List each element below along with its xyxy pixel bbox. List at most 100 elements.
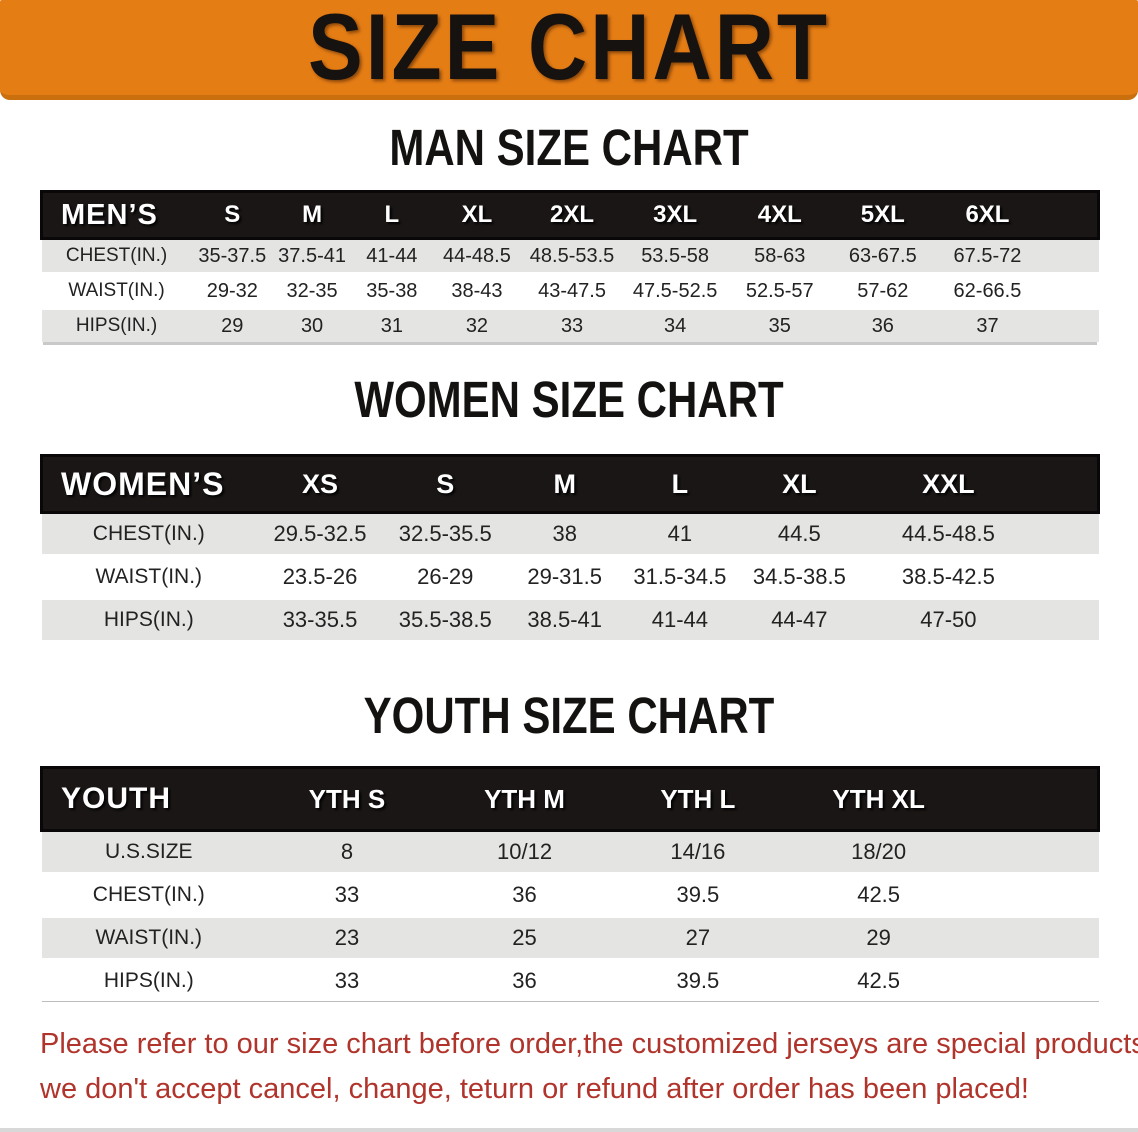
measurement-value: 31 [380,314,403,337]
measurement-value: 63-67.5 [848,244,917,267]
measurement-label: HIPS(IN.) [75,315,158,336]
spacer-cell [973,768,1099,831]
spacer-cell [1041,192,1098,239]
measurement-value: 62-66.5 [953,279,1022,302]
measurement-value: 36 [871,314,894,337]
measurement-value: 10/12 [437,830,612,874]
measurement-row: WAIST(IN.) 23 25 27 29 [41,916,1099,960]
measurement-value: 33-35.5 [282,607,358,632]
measurement-value: 44-47 [771,607,828,632]
measurement-value: 34.5-38.5 [752,564,846,589]
measurement-value: 23.5-26 [282,564,358,589]
size-chart-banner: SIZE CHART [0,0,1138,100]
measurement-value: 36 [437,959,612,1002]
measurement-value: 26-29 [417,564,474,589]
size-column-header: YTH S [308,783,386,814]
spacer-cell [1035,599,1098,641]
women-size-table: WOMEN’S XS S M L XL XXL CHEST(IN.) 29.5-32.5 32.5… [40,454,1100,640]
measurement-value: 23 [256,916,438,960]
size-column-header: YTH L [660,783,736,814]
measurement-value: 43-47.5 [538,279,606,302]
measurement-value: 44.5 [777,521,821,546]
size-column-header: M [302,201,323,228]
measurement-value: 25 [437,916,612,960]
size-header-row: YOUTH YTH S YTH M YTH L YTH XL [41,767,1099,831]
measurement-value: 32 [465,314,489,337]
size-column-header: YTH M [484,783,565,814]
measurement-row: WAIST(IN.) 29-32 32-35 35-38 38-43 43-47.5 47.… [41,273,1099,309]
size-header-row: MEN’S S M L XL 2XL 3XL 4XL 5XL 6XL [41,191,1099,239]
disclaimer-note: Please refer to our size chart before or… [40,1022,1138,1112]
measurement-value: 44.5-48.5 [901,521,995,546]
size-column-header: S [224,201,241,228]
measurement-value: 32-35 [286,279,338,302]
spacer-cell [1035,513,1098,556]
size-column-header: L [384,201,400,228]
measurement-value: 33 [256,873,438,917]
youth-section-heading: YOUTH SIZE CHART [363,686,775,745]
bottom-edge-divider [0,1128,1138,1132]
measurement-label: CHEST(IN.) [92,522,205,545]
table-corner-label: MEN’S [61,198,158,231]
size-column-header: M [553,468,576,499]
size-column-header: XL [782,468,817,499]
measurement-value: 42.5 [784,873,973,917]
spacer-cell [1041,274,1098,309]
measurement-value: 27 [611,916,785,960]
disclaimer-line-2: we don't accept cancel, change, teturn o… [40,1073,1029,1105]
measurement-value: 47-50 [920,607,977,632]
spacer-cell [1035,456,1098,513]
table-corner-label: YOUTH [61,782,171,815]
spacer-cell [1041,239,1098,274]
measurement-value: 37.5-41 [278,244,346,267]
measurement-row: HIPS(IN.) 33 36 39.5 42.5 [41,959,1099,1002]
spacer-cell [1035,556,1098,599]
measurement-label: WAIST(IN.) [95,565,203,588]
measurement-value: 35.5-38.5 [398,607,492,632]
measurement-value: 47.5-52.5 [632,279,718,302]
measurement-value: 34 [663,314,687,337]
measurement-value: 41 [667,521,693,546]
measurement-value: 53.5-58 [641,244,710,267]
measurement-row: CHEST(IN.) 33 36 39.5 42.5 [41,873,1099,917]
spacer-cell [972,830,1099,874]
spacer-cell [972,873,1099,917]
size-column-header: 3XL [653,201,698,228]
measurement-value: 29 [784,916,973,960]
disclaimer-line-1: Please refer to our size chart before or… [40,1028,1138,1060]
size-column-header: 6XL [965,201,1010,228]
measurement-value: 52.5-57 [745,279,814,302]
measurement-value: 58-63 [754,244,806,267]
measurement-label: HIPS(IN.) [41,959,257,1002]
size-charts: MAN SIZE CHART MEN’S S M L XL 2XL 3XL 4XL 5XL 6XL… [0,119,1138,1002]
measurement-label: CHEST(IN.) [65,245,168,266]
spacer-cell [972,959,1099,1002]
measurement-value: 57-62 [857,279,909,302]
measurement-value: 29-32 [206,279,258,302]
spacer-cell [972,916,1099,960]
measurement-value: 37 [976,314,999,337]
measurement-value: 48.5-53.5 [529,244,615,267]
measurement-row: CHEST(IN.) 29.5-32.5 32.5-35.5 38 41 44.5 44.5… [41,512,1099,556]
measurement-label: U.S.SIZE [41,830,257,874]
size-column-header: S [436,468,455,499]
measurement-value: 30 [300,314,324,337]
men-size-section: MAN SIZE CHART MEN’S S M L XL 2XL 3XL 4XL 5XL 6XL… [0,119,1138,342]
measurement-label: WAIST(IN.) [41,916,257,960]
size-column-header: L [671,468,689,499]
measurement-value: 29-31.5 [527,564,602,589]
size-column-header: 4XL [757,201,802,228]
measurement-value: 38 [552,521,577,546]
measurement-value: 39.5 [611,959,785,1002]
measurement-value: 29 [221,314,244,337]
measurement-value: 33 [560,314,584,337]
measurement-label: HIPS(IN.) [103,608,194,631]
men-size-table: MEN’S S M L XL 2XL 3XL 4XL 5XL 6XL CHEST(IN.) 35-37… [40,190,1100,342]
measurement-value: 36 [437,873,612,917]
measurement-value: 35-37.5 [198,244,267,267]
measurement-value: 35 [768,314,791,337]
measurement-value: 38.5-41 [527,607,602,632]
measurement-value: 29.5-32.5 [273,521,367,546]
measurement-label: CHEST(IN.) [41,873,257,917]
measurement-value: 32.5-35.5 [398,521,492,546]
